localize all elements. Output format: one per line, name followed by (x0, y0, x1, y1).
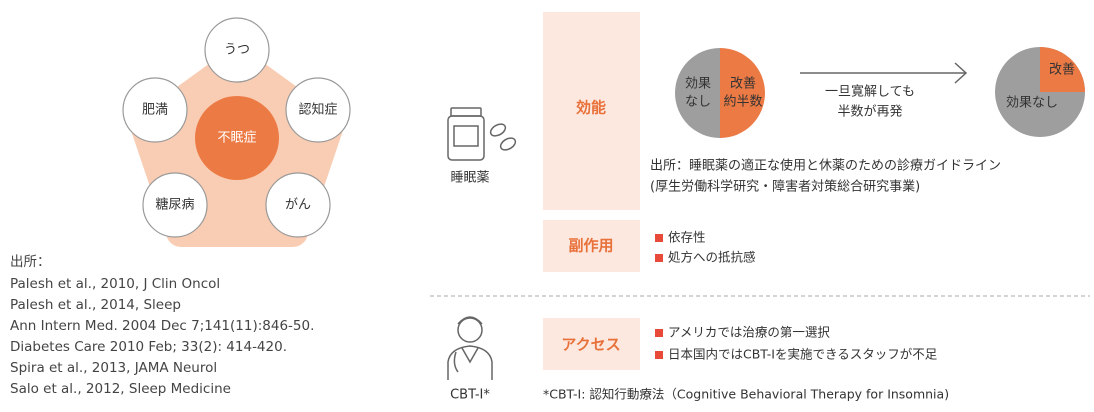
bullet-text: アメリカでは治療の第一選択 (668, 325, 830, 340)
pie-label: 効果なし (1006, 96, 1058, 111)
pie-label: なし (685, 95, 711, 110)
access-label: アクセス (561, 336, 620, 354)
sources-title: 出所： (10, 254, 51, 270)
source-line: Palesh et al., 2010, J Clin Oncol (10, 276, 220, 292)
drug-icon (447, 107, 517, 161)
access-box (543, 318, 640, 370)
pie-improve (1040, 47, 1085, 92)
bullet-mark (655, 254, 663, 262)
efficacy-box (543, 12, 640, 210)
arrow-text: 半数が再発 (837, 105, 902, 120)
source-text: 出所：睡眠薬の適正な使用と休薬のための診療ガイドライン (650, 158, 1001, 174)
source-line: Salo et al., 2012, Sleep Medicine (10, 381, 231, 397)
arrow-text: 一旦寛解しても (825, 84, 915, 100)
node-circle (122, 77, 188, 143)
bullet-mark (655, 234, 663, 242)
footnote: *CBT-I: 認知行動療法（Cognitive Behavioral Ther… (543, 387, 949, 402)
efficacy-label: 効能 (576, 99, 606, 117)
bullet-text: 依存性 (668, 230, 706, 245)
pie-label: 改善 (730, 76, 756, 92)
source-line: Palesh et al., 2014, Sleep (10, 297, 181, 313)
node-circle (204, 17, 270, 83)
side-effect-box (543, 220, 640, 272)
node-label: 肥満 (142, 103, 168, 118)
bullet-text: 処方への抵抗感 (668, 250, 756, 265)
cbt-label: CBT-I* (450, 388, 490, 403)
node-label: 糖尿病 (155, 197, 194, 213)
arrow (800, 62, 968, 84)
node-label: がん (285, 198, 311, 213)
source-line: Spira et al., 2013, JAMA Neurol (10, 360, 217, 376)
bullet-mark (655, 351, 663, 359)
node-circle (285, 77, 351, 143)
person-icon (447, 316, 493, 380)
source-text: (厚生労働科学研究・障害者対策総合研究事業) (650, 179, 920, 195)
side-effect-label: 副作用 (568, 237, 613, 255)
node-circle (142, 172, 208, 238)
pie-label: 改善 (1049, 62, 1075, 78)
pie-improve (720, 48, 765, 138)
pie-label: 効果 (685, 77, 711, 92)
source-line: Diabetes Care 2010 Feb; 33(2): 414-420. (10, 339, 287, 355)
source-line: Ann Intern Med. 2004 Dec 7;141(11):846-5… (10, 318, 314, 334)
center-label: 不眠症 (217, 131, 256, 146)
node-label: 認知症 (298, 102, 337, 118)
pie-none (675, 48, 720, 138)
pie-label: 約半数 (723, 95, 762, 110)
bullet-text: 日本国内ではCBT-Iを実施できるスタッフが不足 (668, 347, 938, 362)
center-circle (195, 96, 279, 180)
node-circle (265, 172, 331, 238)
bullet-mark (655, 329, 663, 337)
node-label: うつ (224, 43, 250, 58)
drug-label: 睡眠薬 (450, 171, 489, 186)
